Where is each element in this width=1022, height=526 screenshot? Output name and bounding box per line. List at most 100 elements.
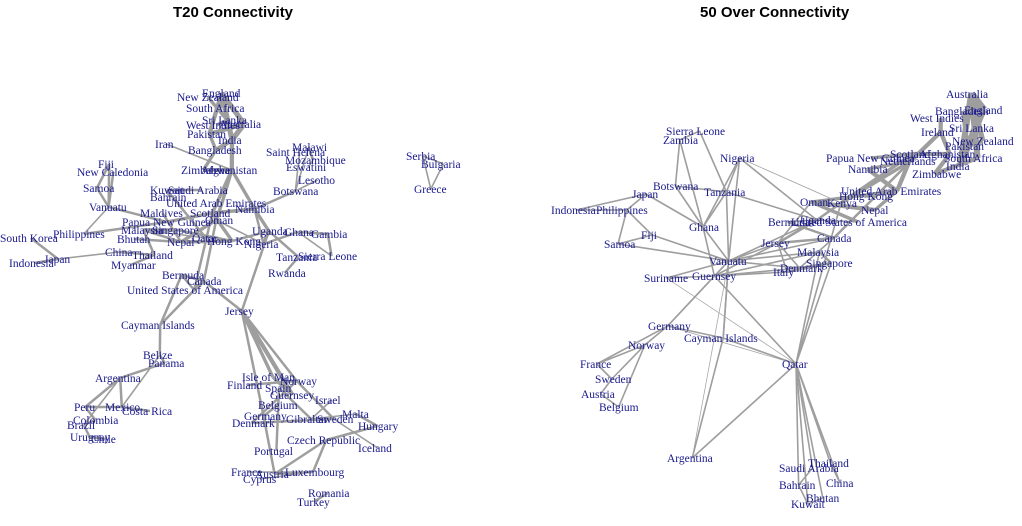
node-label-odi-newzealand: New Zealand bbox=[952, 136, 1014, 148]
edge-t20-uganda-namibia bbox=[253, 208, 271, 232]
edge-odi-zambia-ghana bbox=[679, 139, 704, 228]
edge-odi-bangladesh-pakistan bbox=[960, 110, 970, 147]
node-label-odi-england: England bbox=[964, 105, 1003, 117]
edge-t20-uruguay-chile bbox=[89, 435, 106, 441]
edge-odi-thailand-china bbox=[829, 462, 841, 484]
node-label-t20-isleofman: Isle of Man bbox=[242, 372, 295, 384]
edge-t20-england-australia bbox=[219, 91, 247, 126]
odi-panel-title: 50 Over Connectivity bbox=[700, 4, 850, 21]
edge-t20-mexico-costarica bbox=[121, 405, 151, 413]
edge-t20-belize-panama bbox=[158, 354, 166, 364]
node-label-odi-france: France bbox=[580, 359, 611, 371]
edge-t20-uae-oman bbox=[214, 202, 224, 221]
node-label-t20-cyprus: Cyprus bbox=[243, 474, 277, 486]
edge-odi-ghana-nigeria bbox=[702, 157, 741, 228]
node-label-t20-indonesia: Indonesia bbox=[9, 258, 54, 270]
edge-odi-southafrica-zimbabwe bbox=[933, 155, 979, 177]
node-label-t20-mozambique: Mozambique bbox=[285, 155, 346, 167]
node-label-t20-bermuda: Bermuda bbox=[162, 270, 204, 282]
edge-odi-sierraleone-zambia bbox=[679, 130, 700, 141]
node-label-t20-southafrica: South Africa bbox=[186, 103, 244, 115]
node-label-t20-gibraltar: Gibraltar bbox=[286, 414, 328, 426]
node-label-t20-caymanislands: Cayman Islands bbox=[121, 320, 195, 332]
edge-t20-panama-argentina bbox=[119, 361, 166, 380]
edge-t20-belgium-germany bbox=[262, 404, 279, 417]
node-label-odi-pakistan: Pakistan bbox=[945, 141, 984, 153]
edge-odi-belgium-norway bbox=[617, 344, 646, 408]
edge-t20-afghanistan-namibia bbox=[230, 169, 257, 210]
node-label-t20-botswana: Botswana bbox=[273, 186, 318, 198]
edge-t20-thailand-malaysia bbox=[142, 229, 156, 256]
edge-odi-nigeria-uganda bbox=[739, 157, 818, 221]
node-label-t20-iran: Iran bbox=[155, 139, 174, 151]
node-label-t20-sweden: Sweden bbox=[317, 414, 354, 426]
edge-odi-vanuatu-canada bbox=[728, 237, 834, 262]
edge-t20-bhutan-nepal bbox=[133, 237, 182, 244]
edge-odi-caymanislands-vanuatu bbox=[722, 260, 730, 339]
node-label-odi-nepal: Nepal bbox=[861, 205, 888, 217]
node-label-odi-vanuatu: Vanuatu bbox=[709, 256, 747, 268]
edge-odi-suriname-guernsey bbox=[666, 275, 715, 279]
edge-t20-australia-pakistan bbox=[208, 121, 245, 137]
edge-t20-newcaledonia-vanuatu bbox=[107, 171, 115, 208]
edge-t20-guernsey-isleofman bbox=[271, 375, 294, 397]
edge-t20-qatar-malaysia bbox=[143, 229, 207, 239]
node-label-t20-chile: Chile bbox=[91, 434, 116, 446]
node-label-odi-philippines: Philippines bbox=[596, 205, 648, 217]
node-label-t20-rwanda: Rwanda bbox=[268, 268, 306, 280]
edge-t20-afghanistan-uae bbox=[220, 169, 234, 204]
edge-t20-mexico-belize bbox=[121, 354, 161, 408]
node-label-t20-iceland: Iceland bbox=[358, 443, 392, 455]
node-label-t20-srilanka: Sri Lanka bbox=[202, 115, 247, 127]
edge-odi-fiji-samoa bbox=[617, 234, 653, 245]
edge-odi-guernsey-qatar bbox=[713, 275, 797, 365]
node-label-t20-bahrain: Bahrain bbox=[150, 192, 187, 204]
node-label-t20-germany: Germany bbox=[244, 411, 287, 423]
edge-odi-france-sweden bbox=[596, 363, 613, 380]
node-label-t20-canada: Canada bbox=[187, 276, 221, 288]
edge-t20-nepal-malaysia bbox=[143, 228, 182, 244]
node-label-odi-austria: Austria bbox=[581, 389, 615, 401]
edge-t20-bangladesh-zimbabwe bbox=[201, 149, 218, 171]
node-label-odi-bahrain: Bahrain bbox=[779, 480, 816, 492]
edge-odi-guernsey-malaysia bbox=[714, 251, 820, 277]
node-label-t20-vanuatu: Vanuatu bbox=[89, 202, 127, 214]
edge-t20-india-bangladesh bbox=[214, 138, 234, 152]
edge-t20-bulgaria-greece bbox=[430, 163, 445, 190]
edge-odi-botswana-tanzania bbox=[675, 185, 727, 193]
node-label-odi-denmark: Denmark bbox=[780, 263, 823, 275]
node-label-t20-jersey: Jersey bbox=[225, 306, 254, 318]
edge-odi-usa-oman bbox=[810, 200, 859, 224]
node-label-t20-tanzania: Tanzania bbox=[276, 252, 317, 264]
node-label-t20-turkey: Turkey bbox=[297, 497, 330, 509]
node-label-odi-hongkong: Hong Kong bbox=[839, 191, 893, 203]
node-label-t20-newzealand: New Zealand bbox=[177, 92, 239, 104]
edge-odi-samoa-philippines bbox=[617, 209, 628, 245]
edge-odi-qatar-argentina bbox=[691, 363, 797, 459]
node-label-t20-newcaledonia: New Caledonia bbox=[77, 167, 148, 179]
edge-t20-israel-gibraltar bbox=[310, 399, 333, 420]
edge-t20-serbia-greece bbox=[422, 155, 432, 190]
edge-odi-afghanistan-zimbabwe bbox=[932, 152, 952, 176]
edge-t20-bahrain-kuwait bbox=[165, 189, 171, 198]
edge-t20-newzealand-srilanka bbox=[206, 95, 229, 122]
node-label-odi-australia: Australia bbox=[946, 89, 988, 101]
node-label-odi-germany: Germany bbox=[648, 321, 691, 333]
node-label-t20-westindies: West Indies bbox=[186, 120, 240, 132]
edge-t20-canada-oman bbox=[202, 219, 218, 282]
node-label-t20-ghana: Ghana bbox=[284, 227, 314, 239]
edge-odi-germany-qatar bbox=[667, 325, 797, 365]
edge-odi-tanzania-uganda bbox=[726, 191, 818, 221]
edge-t20-ghana-sierraleone bbox=[297, 231, 333, 257]
edge-odi-caymanislands-qatar bbox=[722, 337, 797, 365]
node-label-t20-namibia: Namibia bbox=[235, 204, 275, 216]
node-label-odi-bangladesh: Bangladesh bbox=[935, 106, 989, 118]
edge-t20-uganda-tanzania bbox=[267, 230, 300, 258]
edge-odi-jersey-canada bbox=[777, 236, 834, 245]
edge-odi-qatar-kenya bbox=[795, 202, 842, 365]
edge-odi-austria-belgium bbox=[600, 393, 620, 408]
node-label-odi-china: China bbox=[826, 478, 853, 490]
edge-t20-norway-denmark bbox=[250, 380, 298, 424]
node-label-odi-italy: Italy bbox=[773, 267, 794, 279]
node-label-t20-portugal: Portugal bbox=[254, 446, 293, 458]
